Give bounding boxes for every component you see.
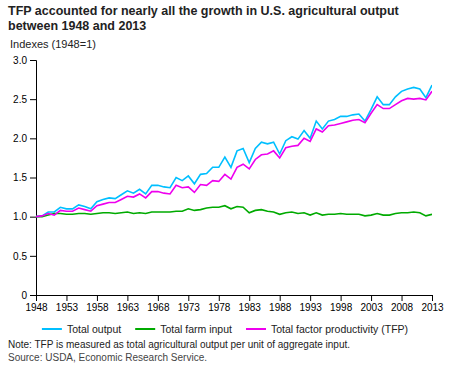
legend-label: Total output	[67, 323, 121, 335]
legend-label: Total farm input	[160, 323, 232, 335]
x-tick: 1993	[300, 295, 323, 313]
x-tick-label: 1988	[269, 302, 292, 313]
y-tick-mark	[30, 217, 36, 218]
lines	[36, 85, 432, 217]
x-tick-label: 1953	[56, 302, 79, 313]
note: Note: TFP is measured as total agricultu…	[8, 339, 350, 350]
x-tick: 1953	[56, 295, 79, 313]
y-tick-label: 1.5	[13, 172, 27, 183]
chart: TFP accounted for nearly all the growth …	[0, 0, 450, 368]
x-tick: 2013	[421, 295, 444, 313]
x-axis: 1948 1953 1958 1963 1968 1973 1978 1983 1988 1993…	[25, 295, 444, 313]
y-tick-label: 0	[21, 290, 27, 301]
x-tick-label: 2003	[360, 302, 383, 313]
x-axis-line	[37, 296, 433, 302]
x-tick-mark	[432, 295, 433, 301]
y-tick-label: 2.0	[13, 133, 27, 144]
x-tick-mark	[188, 295, 189, 301]
legend-item: Total output	[42, 323, 121, 335]
x-tick-label: 1958	[86, 302, 109, 313]
x-tick-mark	[219, 295, 220, 301]
y-tick: 0.5	[13, 251, 36, 262]
y-tick: 0	[21, 290, 36, 301]
x-tick: 1963	[117, 295, 140, 313]
x-tick-label: 2013	[421, 302, 444, 313]
x-tick-mark	[249, 295, 250, 301]
y-axis: 0 0.5 1.0 1.5 2.0 2.5 3.0	[13, 55, 36, 301]
x-tick-label: 1993	[300, 302, 323, 313]
title-line: TFP accounted for nearly all the growth …	[8, 4, 400, 18]
legend-swatch	[42, 328, 62, 330]
legend-item: Total farm input	[135, 323, 232, 335]
y-tick-label: 3.0	[13, 55, 27, 66]
y-tick-label: 1.0	[13, 211, 27, 222]
x-tick-mark	[371, 295, 372, 301]
x-tick-mark	[158, 295, 159, 301]
note-line: Note: TFP is measured as total agricultu…	[8, 339, 350, 350]
y-tick: 1.5	[13, 172, 36, 183]
legend: Total output Total farm input Total factor…	[42, 323, 408, 335]
x-tick-mark	[341, 295, 342, 301]
legend-swatch	[246, 328, 266, 330]
y-tick: 3.0	[13, 55, 36, 66]
x-tick: 1983	[239, 295, 262, 313]
x-tick-mark	[402, 295, 403, 301]
y-tick-label: 2.5	[13, 94, 27, 105]
x-tick-label: 1983	[239, 302, 262, 313]
y-tick-label: 0.5	[13, 251, 27, 262]
y-tick: 2.0	[13, 133, 36, 144]
x-tick-mark	[127, 295, 128, 301]
x-tick: 2003	[360, 295, 383, 313]
x-tick: 1998	[330, 295, 353, 313]
title: TFP accounted for nearly all the growth …	[8, 4, 400, 33]
title-line: between 1948 and 2013	[8, 19, 146, 33]
x-tick-label: 1968	[147, 302, 170, 313]
series-line	[36, 91, 432, 216]
y-tick-mark	[30, 295, 36, 296]
y-tick-mark	[30, 99, 36, 100]
y-axis-line	[30, 61, 37, 296]
x-tick: 1948	[25, 295, 48, 313]
x-tick: 1988	[269, 295, 292, 313]
legend-item: Total factor productivity (TFP)	[246, 323, 408, 335]
y-tick-mark	[30, 60, 36, 61]
y-tick: 1.0	[13, 211, 36, 222]
note-group: Note: TFP is measured as total agricultu…	[8, 339, 350, 350]
x-tick-mark	[280, 295, 281, 301]
x-tick-mark	[97, 295, 98, 301]
y-tick-mark	[30, 138, 36, 139]
x-tick-label: 1998	[330, 302, 353, 313]
x-tick: 1968	[147, 295, 170, 313]
y-tick-mark	[30, 256, 36, 257]
legend-swatch	[135, 328, 155, 330]
x-tick-mark	[310, 295, 311, 301]
x-tick: 2008	[391, 295, 414, 313]
x-tick-label: 2008	[391, 302, 414, 313]
x-tick-label: 1978	[208, 302, 231, 313]
y-axis-title: Indexes (1948=1)	[10, 38, 96, 50]
x-tick-label: 1948	[25, 302, 48, 313]
y-tick: 2.5	[13, 94, 36, 105]
legend-label: Total factor productivity (TFP)	[271, 323, 408, 335]
series-line	[36, 85, 432, 217]
x-tick-mark	[66, 295, 67, 301]
y-tick-mark	[30, 178, 36, 179]
x-tick: 1973	[178, 295, 201, 313]
x-tick-label: 1973	[178, 302, 201, 313]
x-tick: 1958	[86, 295, 109, 313]
x-tick-label: 1963	[117, 302, 140, 313]
x-tick: 1978	[208, 295, 231, 313]
source: Source: USDA, Economic Research Service.	[8, 352, 207, 363]
